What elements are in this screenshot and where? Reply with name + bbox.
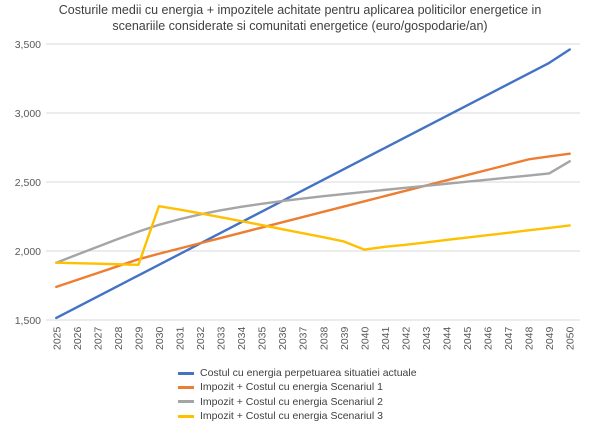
chart-legend: Costul cu energia perpetuarea situatiei … [178,366,417,423]
x-tick-label: 2026 [72,326,84,350]
chart-title-line-1: Costurile medii cu energia + impozitele … [58,3,542,17]
legend-swatch [178,414,194,418]
x-tick-label: 2036 [277,326,289,350]
x-tick-label: 2040 [359,326,371,350]
x-tick-label: 2029 [133,326,145,350]
series-line-4 [55,204,571,266]
series-line-1 [55,48,571,320]
y-tick-label: 2,500 [15,177,41,189]
x-tick-label: 2027 [92,326,104,350]
x-tick-label: 2037 [298,326,310,350]
x-tick-label: 2034 [236,326,248,350]
x-tick-label: 2032 [195,326,207,350]
legend-swatch [178,385,194,389]
x-tick-label: 2044 [442,326,454,350]
x-tick-label: 2031 [175,326,187,350]
x-tick-label: 2033 [216,326,228,350]
legend-label: Impozit + Costul cu energia Scenariul 1 [200,381,383,394]
x-tick-label: 2048 [524,326,536,350]
x-tick-label: 2042 [400,326,412,350]
legend-item-4: Impozit + Costul cu energia Scenariul 3 [178,409,417,423]
x-tick-label: 2041 [380,326,392,350]
y-tick-label: 2,000 [15,246,41,258]
legend-swatch [178,371,194,375]
legend-item-1: Costul cu energia perpetuarea situatiei … [178,366,417,380]
legend-label: Impozit + Costul cu energia Scenariul 2 [200,395,383,408]
x-tick-label: 2049 [544,326,556,350]
x-tick-label: 2045 [462,326,474,350]
x-tick-label: 2035 [257,326,269,350]
legend-item-2: Impozit + Costul cu energia Scenariul 1 [178,380,417,394]
x-tick-label: 2043 [421,326,433,350]
legend-label: Impozit + Costul cu energia Scenariul 3 [200,410,383,423]
x-tick-label: 2038 [318,326,330,350]
x-tick-label: 2028 [113,326,125,350]
legend-swatch [178,400,194,404]
y-tick-label: 3,500 [15,39,41,51]
x-tick-label: 2025 [51,326,63,350]
series-line-2 [55,152,571,289]
x-tick-label: 2047 [503,326,515,350]
y-tick-label: 1,500 [15,315,41,327]
x-tick-label: 2050 [565,326,577,350]
legend-label: Costul cu energia perpetuarea situatiei … [200,367,417,380]
x-tick-label: 2030 [154,326,166,350]
x-tick-label: 2039 [339,326,351,350]
y-tick-label: 3,000 [15,108,41,120]
chart-title-line-2: scenariile considerate si comunitati ene… [112,19,488,33]
series-line-3 [55,160,571,264]
legend-item-3: Impozit + Costul cu energia Scenariul 2 [178,395,417,409]
x-tick-label: 2046 [483,326,495,350]
